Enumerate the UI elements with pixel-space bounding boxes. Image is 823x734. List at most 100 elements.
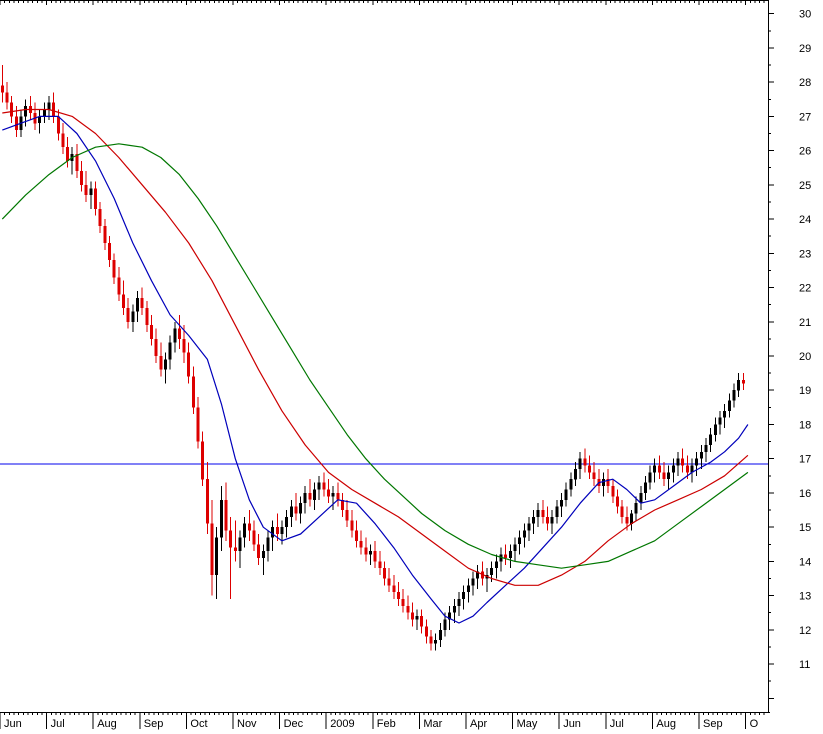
- candle: [177, 314, 181, 350]
- candle: [723, 403, 727, 428]
- month-label: Dec: [284, 718, 304, 730]
- candle: [0, 65, 4, 103]
- candle: [359, 530, 363, 555]
- candle: [233, 520, 237, 562]
- price-label: 12: [799, 625, 811, 637]
- candle: [671, 458, 675, 483]
- candle: [737, 373, 741, 398]
- candle: [103, 219, 107, 250]
- candle: [271, 520, 275, 552]
- candle: [383, 561, 386, 586]
- candle: [252, 520, 256, 552]
- candle: [299, 496, 303, 524]
- candle: [98, 202, 102, 233]
- candle: [527, 516, 531, 541]
- candle: [485, 568, 489, 593]
- candle: [462, 585, 466, 610]
- candle: [210, 499, 214, 596]
- candle: [289, 499, 293, 528]
- candle: [224, 482, 228, 541]
- candle: [648, 465, 652, 490]
- candle: [574, 462, 577, 487]
- candle: [294, 492, 298, 521]
- candle: [634, 496, 638, 521]
- candle: [126, 297, 130, 329]
- price-label: 14: [799, 556, 811, 568]
- candle: [56, 109, 60, 141]
- candle: [597, 469, 601, 493]
- price-label: 15: [799, 522, 811, 534]
- candle: [33, 102, 37, 131]
- candle: [52, 92, 56, 124]
- candle: [80, 160, 84, 192]
- candle: [191, 366, 195, 415]
- candle: [406, 595, 410, 620]
- candle: [471, 571, 475, 596]
- candle: [653, 458, 657, 483]
- candle: [94, 181, 97, 216]
- candle: [341, 492, 344, 517]
- ma-lines: [1, 108, 749, 624]
- candle: [168, 335, 172, 370]
- candle: [695, 451, 699, 476]
- price-label: 24: [799, 214, 811, 226]
- long-term-ma-line: [1, 143, 749, 569]
- candle: [662, 462, 666, 487]
- candle: [508, 544, 512, 569]
- candle: [392, 575, 396, 599]
- candle: [317, 475, 321, 500]
- candle: [159, 342, 163, 377]
- candle: [238, 530, 242, 569]
- candle: [732, 383, 736, 408]
- month-label: Mar: [423, 718, 442, 730]
- candle: [620, 499, 624, 524]
- candle: [364, 537, 368, 562]
- candle: [676, 451, 680, 476]
- candle: [140, 287, 144, 315]
- candle: [629, 510, 633, 531]
- candle: [257, 534, 261, 565]
- candle: [163, 352, 167, 384]
- candle: [546, 506, 550, 531]
- candle: [378, 551, 382, 576]
- candle: [452, 599, 456, 623]
- candle: [699, 445, 703, 469]
- candle: [569, 472, 573, 497]
- month-label: Oct: [190, 718, 207, 730]
- candle: [741, 373, 745, 391]
- candle: [331, 486, 335, 510]
- price-label: 13: [799, 591, 811, 603]
- candle: [457, 592, 461, 617]
- price-label: 23: [799, 248, 811, 260]
- candle: [396, 581, 400, 606]
- candle: [84, 171, 88, 202]
- candle: [532, 510, 536, 534]
- month-label: O: [750, 718, 759, 730]
- candle: [122, 280, 125, 315]
- candle: [303, 486, 307, 514]
- candle: [522, 523, 526, 548]
- candles: [0, 65, 745, 651]
- candle: [173, 321, 177, 353]
- candle: [350, 510, 354, 538]
- candle: [187, 342, 191, 384]
- candle: [480, 561, 484, 586]
- candle: [285, 510, 289, 538]
- candle: [504, 544, 508, 565]
- candle: [611, 479, 615, 504]
- candle: [5, 82, 9, 110]
- candle: [266, 530, 270, 562]
- candle: [61, 123, 65, 154]
- candle: [555, 499, 559, 524]
- month-label: Jun: [563, 718, 581, 730]
- candle: [131, 304, 135, 332]
- month-label: Nov: [237, 718, 257, 730]
- candle: [420, 609, 424, 634]
- candle: [308, 479, 312, 507]
- month-label: May: [517, 718, 538, 730]
- candle: [24, 99, 28, 127]
- price-label: 17: [799, 454, 811, 466]
- candle: [415, 609, 419, 630]
